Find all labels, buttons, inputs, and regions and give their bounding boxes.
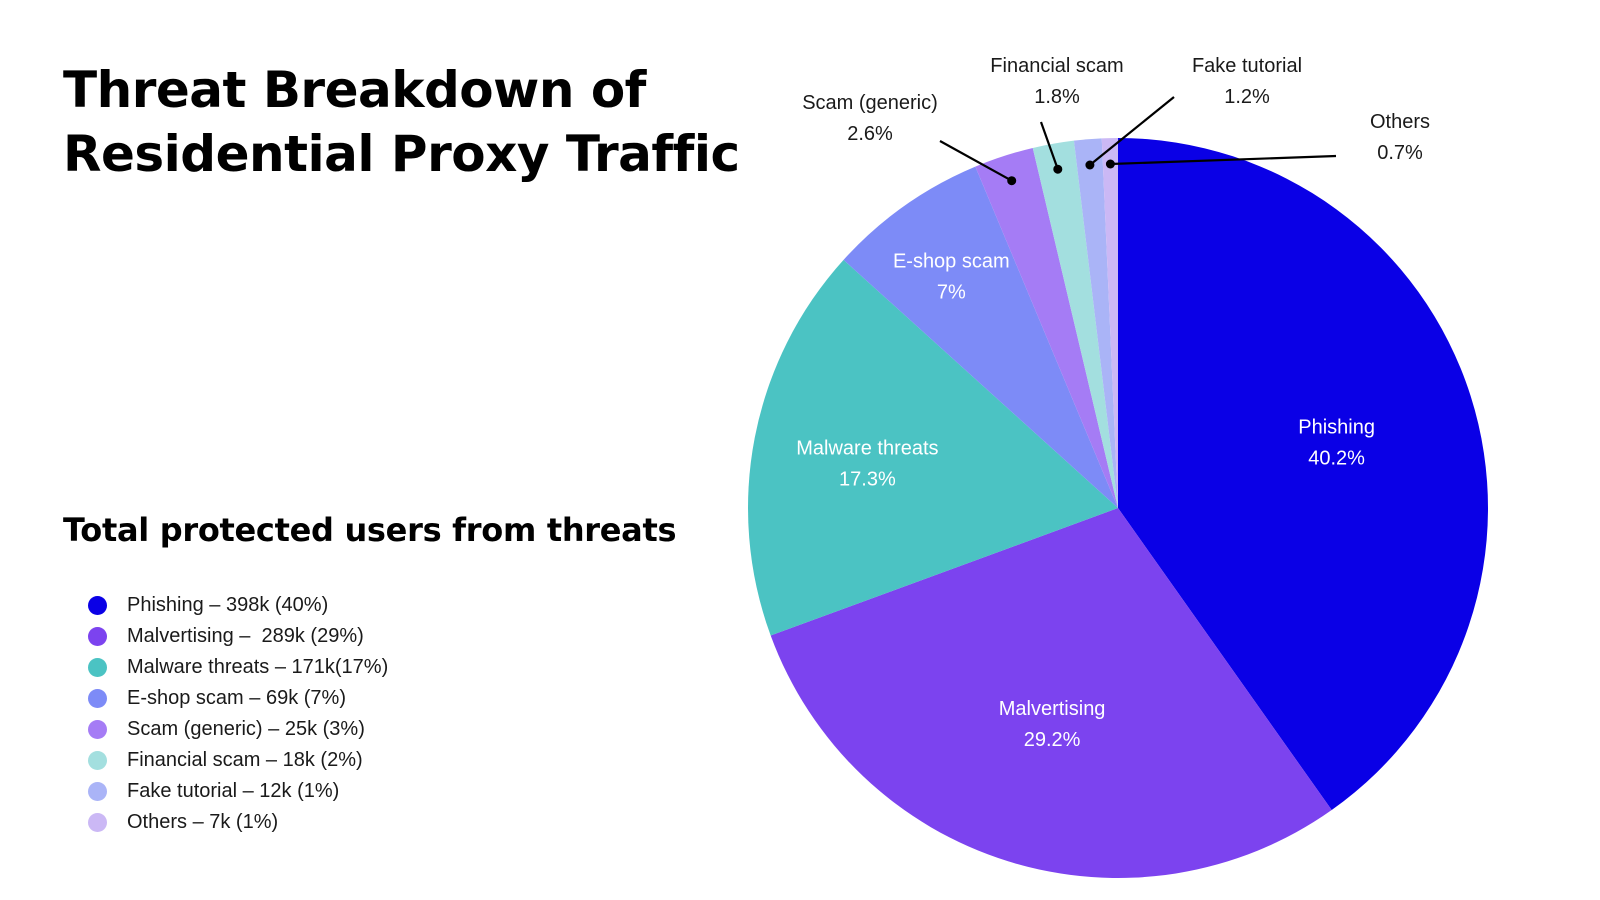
slice-label-malvertising: Malvertising: [999, 698, 1106, 720]
slice-value-e-shop-scam: 7%: [937, 281, 966, 303]
legend-label: Malvertising – 289k (29%): [127, 625, 364, 647]
legend-item: Others – 7k (1%): [88, 807, 388, 838]
legend-item: E-shop scam – 69k (7%): [88, 683, 388, 714]
legend-label: Scam (generic) – 25k (3%): [127, 718, 365, 740]
legend-label: Financial scam – 18k (2%): [127, 749, 363, 771]
pie-slice-e-shop-scam: [843, 166, 1118, 509]
legend-label: Phishing – 398k (40%): [127, 594, 329, 616]
pie-slice-malvertising: [770, 508, 1332, 879]
legend-item: Malware threats – 171k(17%): [88, 652, 388, 683]
callout-label-fake-tutorial: Fake tutorial: [1192, 55, 1302, 77]
legend-item: Scam (generic) – 25k (3%): [88, 714, 388, 745]
callout-label-others: Others: [1370, 111, 1430, 133]
pie-slice-phishing: [1118, 138, 1489, 811]
pie-slice-scam-generic: [975, 147, 1118, 508]
slice-value-malvertising: 29.2%: [1024, 729, 1081, 751]
callout-line-others: [1110, 154, 1337, 166]
legend-swatch: [88, 689, 107, 708]
callout-value-fake-tutorial: 1.2%: [1224, 86, 1270, 108]
legend-swatch: [88, 627, 107, 646]
callout-line-scam-generic: [939, 140, 1013, 182]
legend-swatch: [88, 720, 107, 739]
pie-slice-malware-threats: [748, 259, 1118, 636]
legend-item: Fake tutorial – 12k (1%): [88, 776, 388, 807]
legend-swatch: [88, 658, 107, 677]
legend-label: E-shop scam – 69k (7%): [127, 687, 346, 709]
slice-label-e-shop-scam: E-shop scam: [893, 250, 1010, 272]
legend-swatch: [88, 751, 107, 770]
legend-item: Malvertising – 289k (29%): [88, 621, 388, 652]
callout-dot-others: [1105, 159, 1115, 169]
slice-label-malware-threats: Malware threats: [796, 437, 938, 459]
slice-label-phishing: Phishing: [1298, 417, 1375, 439]
slice-value-malware-threats: 17.3%: [839, 468, 896, 490]
pie-labels: Phishing 40.2% Malvertising 29.2% Malware th…: [796, 55, 1430, 751]
callout-dot-financial-scam: [1053, 164, 1063, 174]
callout-dot-fake-tutorial: [1085, 160, 1095, 170]
legend-item: Financial scam – 18k (2%): [88, 745, 388, 776]
chart-title-line-1: Threat Breakdown of: [63, 61, 646, 119]
pie-slice-others: [1101, 138, 1118, 508]
callout-dot-scam-generic: [1007, 176, 1017, 186]
pie-slice-fake-tutorial: [1073, 138, 1118, 509]
legend-swatch: [88, 596, 107, 615]
callout-line-financial-scam: [1039, 121, 1059, 170]
legend-item: Phishing – 398k (40%): [88, 590, 388, 621]
legend-label: Others – 7k (1%): [127, 811, 279, 833]
legend-label: Fake tutorial – 12k (1%): [127, 780, 340, 802]
legend-heading: Total protected users from threats: [63, 511, 677, 549]
callout-label-scam-generic: Scam (generic): [802, 92, 938, 114]
callout-value-financial-scam: 1.8%: [1034, 86, 1080, 108]
chart-title: Threat Breakdown of Residential Proxy Tr…: [63, 58, 740, 186]
pie-slice-financial-scam: [1032, 140, 1118, 508]
legend-label: Malware threats – 171k(17%): [127, 656, 389, 678]
legend-swatch: [88, 782, 107, 801]
callout-line-fake-tutorial: [1089, 96, 1175, 166]
pie-slices: [748, 138, 1489, 879]
callout-value-scam-generic: 2.6%: [847, 123, 893, 145]
callout-label-financial-scam: Financial scam: [990, 55, 1123, 77]
legend-swatch: [88, 813, 107, 832]
legend: Phishing – 398k (40%) Malvertising – 289k…: [88, 590, 388, 838]
slice-value-phishing: 40.2%: [1308, 448, 1365, 470]
callout-value-others: 0.7%: [1377, 142, 1423, 164]
chart-title-line-2: Residential Proxy Traffic: [63, 125, 740, 183]
